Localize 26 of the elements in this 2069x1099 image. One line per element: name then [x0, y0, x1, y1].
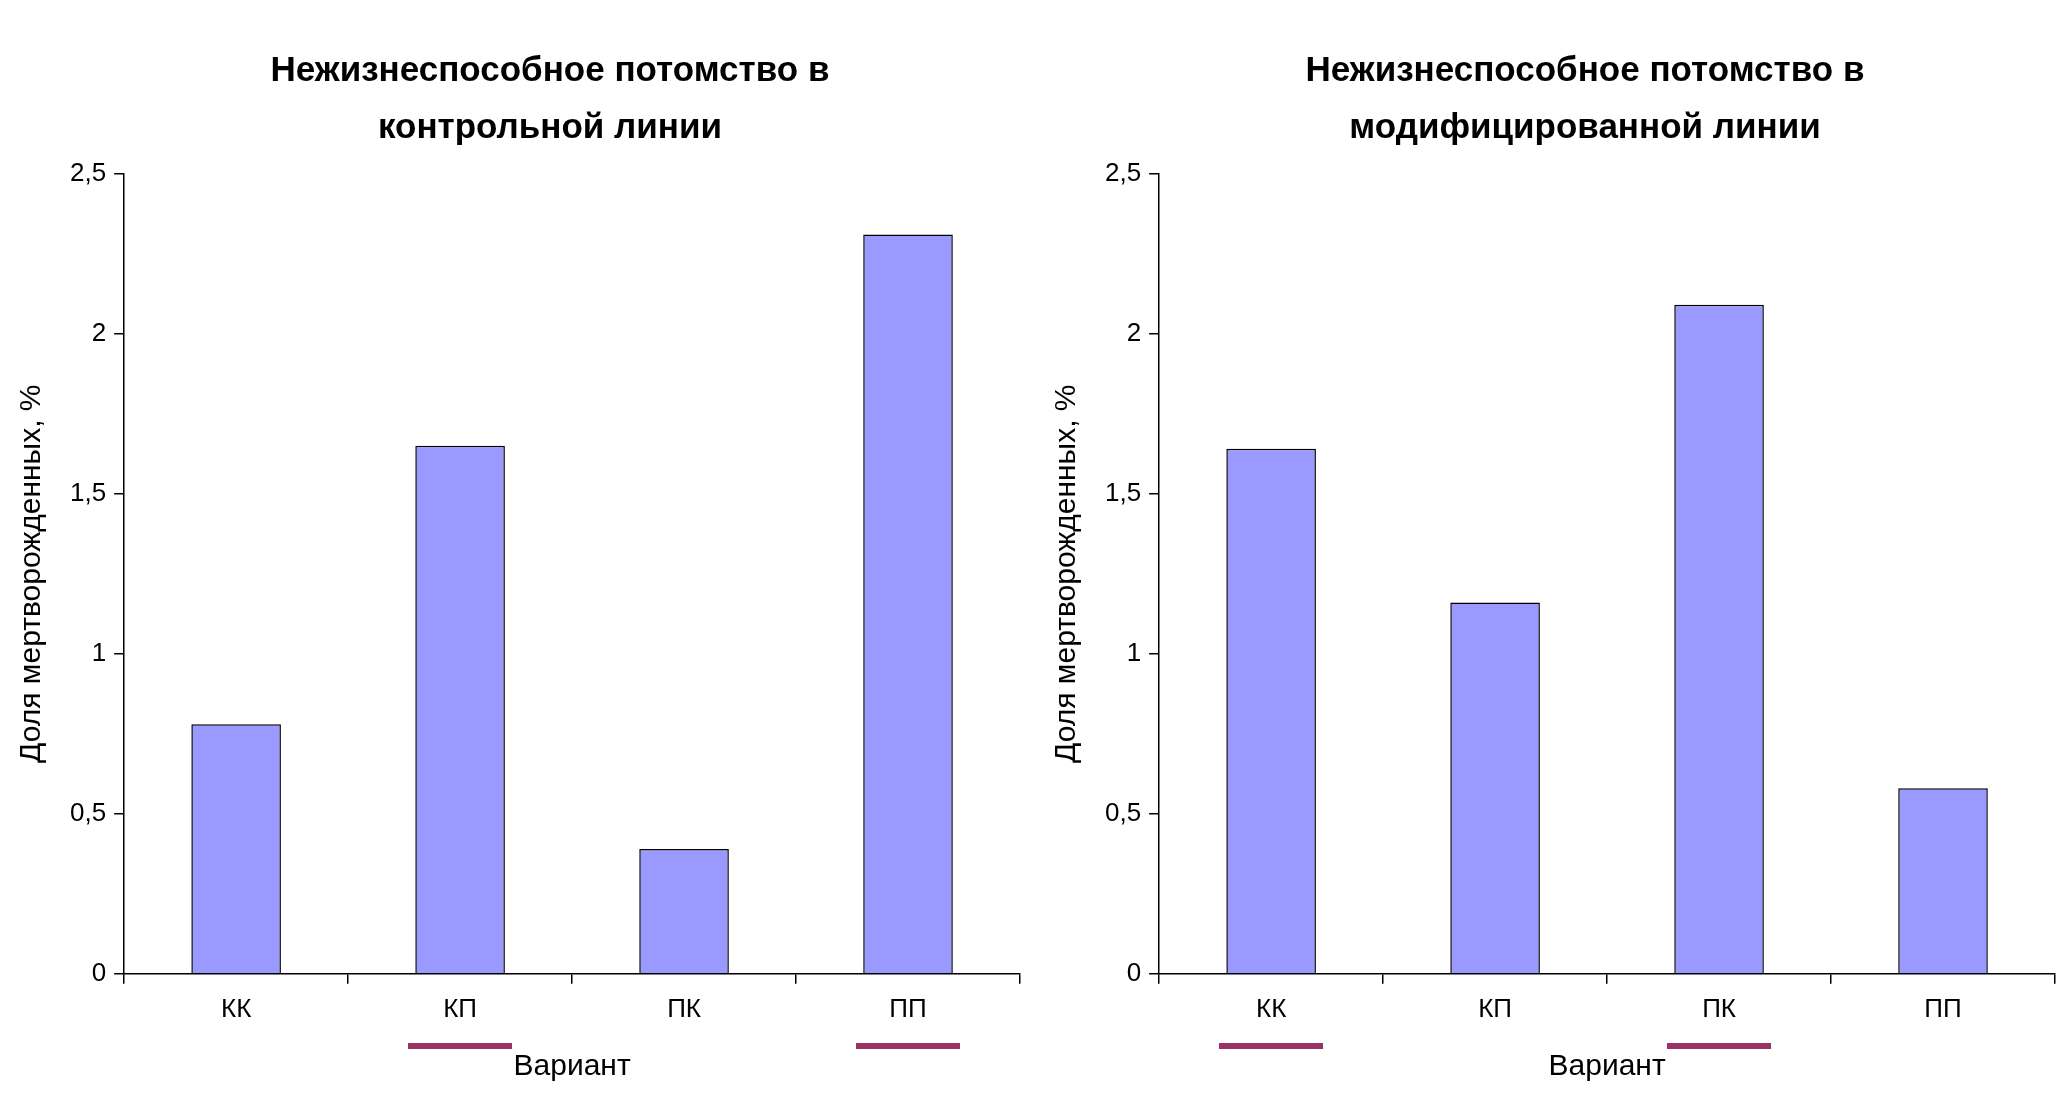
- y-tick-label: 1,5: [69, 476, 107, 507]
- x-tick-label: ПК: [667, 992, 701, 1023]
- y-tick-label: 2: [91, 316, 107, 347]
- x-tick-label: КП: [1478, 992, 1513, 1023]
- y-tick-label: 0,5: [69, 796, 107, 827]
- y-tick-label: 2: [1126, 316, 1142, 347]
- x-tick-label: КП: [443, 992, 478, 1023]
- x-tick-label: КК: [1255, 992, 1287, 1023]
- y-tick-label: 0,5: [1104, 796, 1142, 827]
- y-axis-title: Доля мертворожденных, %: [1048, 384, 1082, 763]
- chart-title: Нежизнеспособное потомство в контрольной линии: [269, 48, 831, 147]
- y-axis-title: Доля мертворожденных, %: [13, 384, 47, 763]
- x-tick-label: ПК: [1702, 992, 1736, 1023]
- y-tick-label: 1: [91, 636, 107, 667]
- x-tick-label: ПП: [889, 992, 927, 1023]
- y-tick-label: 0: [1126, 956, 1142, 987]
- y-tick-label: 0: [91, 956, 107, 987]
- y-tick-label: 1: [1126, 636, 1142, 667]
- x-axis-title: Вариант: [1548, 1048, 1666, 1082]
- chart-title: Нежизнеспособное потомство в модифицированной линии: [1304, 48, 1866, 147]
- y-tick-label: 2,5: [69, 156, 107, 187]
- x-tick-label: КК: [220, 992, 252, 1023]
- x-tick-label: ПП: [1924, 992, 1962, 1023]
- x-axis-title: Вариант: [513, 1048, 631, 1082]
- y-tick-label: 1,5: [1104, 476, 1142, 507]
- y-tick-label: 2,5: [1104, 156, 1142, 187]
